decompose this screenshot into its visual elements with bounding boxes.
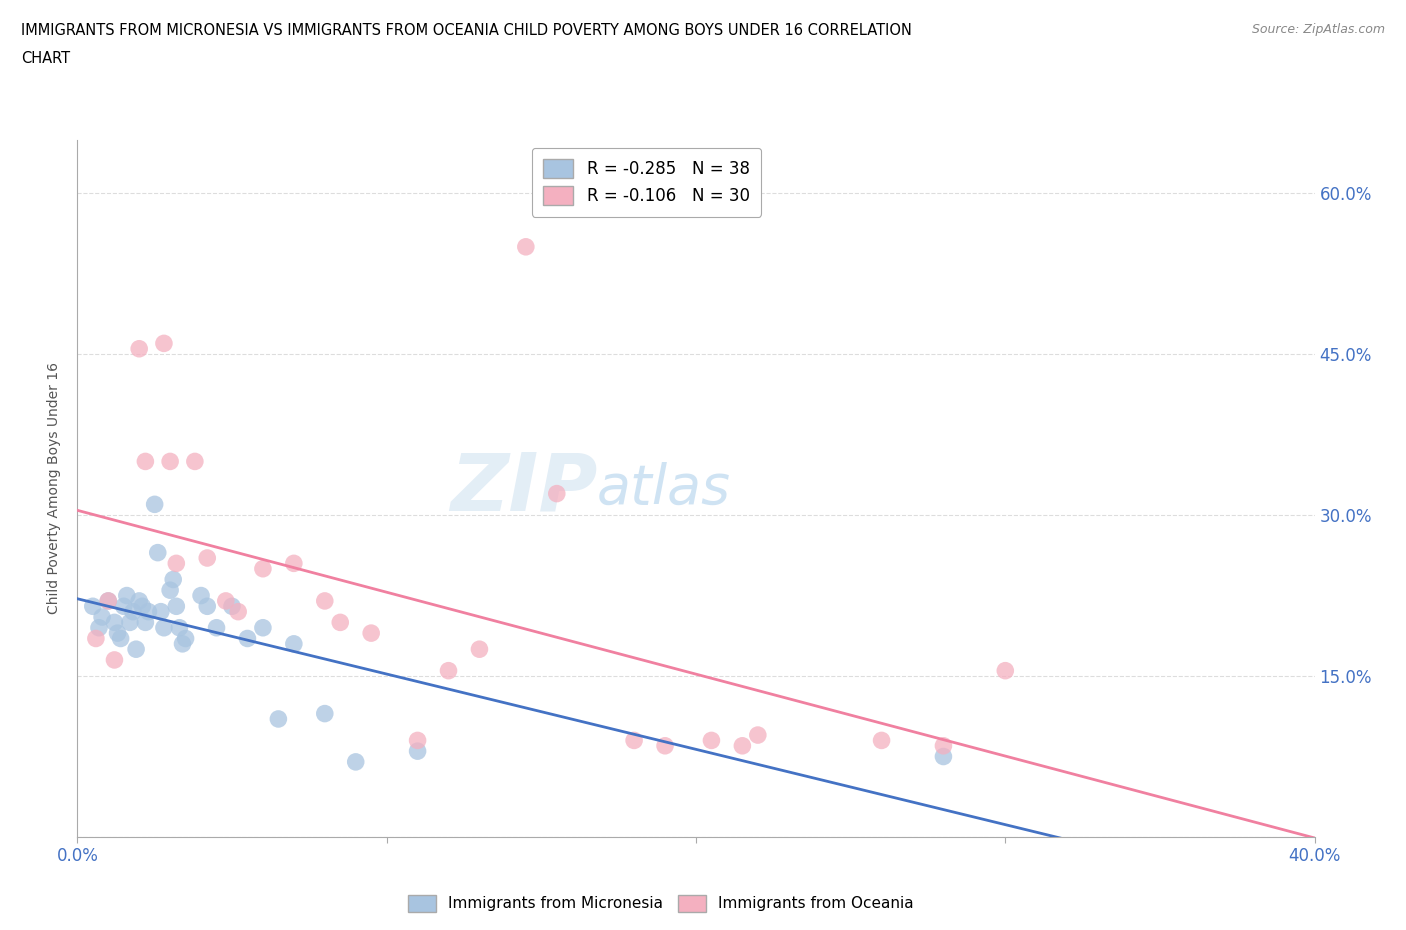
Point (153, 620, 176, 635)
Point (406, 733, 429, 748)
Point (344, 754, 367, 769)
Point (146, 545, 169, 560)
Point (654, 738, 676, 753)
Point (932, 738, 955, 753)
Point (190, 588, 212, 603)
Point (226, 604, 249, 619)
Point (221, 599, 243, 614)
Point (87, 620, 110, 635)
Point (165, 556, 187, 571)
Point (546, 486, 568, 501)
Point (195, 599, 218, 614)
Point (107, 626, 129, 641)
Point (153, 336, 176, 351)
Point (115, 588, 138, 603)
Point (314, 593, 336, 608)
Text: IMMIGRANTS FROM MICRONESIA VS IMMIGRANTS FROM OCEANIA CHILD POVERTY AMONG BOYS U: IMMIGRANTS FROM MICRONESIA VS IMMIGRANTS… (21, 23, 912, 38)
Point (932, 749, 955, 764)
Point (138, 604, 160, 619)
Point (623, 733, 645, 748)
Point (283, 636, 305, 651)
Point (159, 583, 181, 598)
Point (169, 620, 191, 635)
Point (118, 615, 141, 630)
Point (747, 727, 769, 742)
Point (267, 711, 290, 726)
Point (406, 744, 429, 759)
Point (437, 663, 460, 678)
Point (700, 733, 723, 748)
Point (252, 620, 274, 635)
Point (112, 599, 135, 614)
Point (103, 653, 125, 668)
Text: ZIP: ZIP (450, 449, 598, 527)
Point (172, 636, 194, 651)
Point (128, 593, 150, 608)
Point (162, 572, 184, 587)
Point (143, 497, 166, 512)
Text: atlas: atlas (598, 462, 731, 514)
Point (97, 593, 120, 608)
Point (131, 599, 153, 614)
Y-axis label: Child Poverty Among Boys Under 16: Child Poverty Among Boys Under 16 (48, 363, 62, 614)
Point (314, 706, 336, 721)
Point (125, 642, 148, 657)
Point (134, 615, 156, 630)
Point (360, 626, 382, 641)
Point (159, 454, 181, 469)
Point (329, 615, 352, 630)
Point (128, 341, 150, 356)
Legend: Immigrants from Micronesia, Immigrants from Oceania: Immigrants from Micronesia, Immigrants f… (402, 889, 920, 918)
Point (110, 631, 132, 646)
Point (205, 620, 228, 635)
Point (515, 239, 537, 254)
Point (91, 609, 114, 624)
Point (252, 562, 274, 577)
Text: CHART: CHART (21, 51, 70, 66)
Point (165, 599, 187, 614)
Point (195, 551, 218, 565)
Point (870, 733, 893, 748)
Legend: R = -0.285   N = 38, R = -0.106   N = 30: R = -0.285 N = 38, R = -0.106 N = 30 (531, 148, 761, 217)
Point (149, 604, 172, 619)
Point (468, 642, 491, 657)
Point (215, 593, 238, 608)
Point (134, 454, 156, 469)
Point (122, 604, 145, 619)
Point (103, 615, 125, 630)
Point (236, 631, 259, 646)
Point (184, 454, 207, 469)
Point (174, 631, 197, 646)
Point (84, 631, 107, 646)
Point (731, 738, 754, 753)
Point (82, 599, 104, 614)
Point (994, 663, 1017, 678)
Point (283, 556, 305, 571)
Text: Source: ZipAtlas.com: Source: ZipAtlas.com (1251, 23, 1385, 36)
Point (97, 593, 120, 608)
